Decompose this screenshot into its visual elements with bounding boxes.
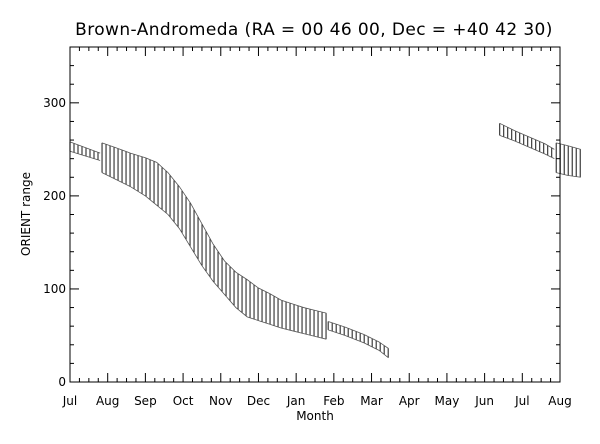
x-tick-label: Apr [399,394,420,408]
band-edge-low [101,172,327,340]
plot-frame [69,46,561,383]
x-axis-label: Month [296,409,334,423]
band-edge-low [499,135,555,160]
y-tick-label: 100 [43,282,66,296]
x-tick-label: Jul [62,394,77,408]
x-tick-label: Jun [474,394,494,408]
x-tick-label: Feb [323,394,344,408]
x-tick-label: Mar [360,394,383,408]
x-tick-label: May [435,394,460,408]
y-axis-tick-labels: 0 100 200 300 [43,96,66,389]
y-tick-label: 0 [58,375,66,389]
x-axis-tick-labels: Jul Aug Sep Oct Nov Dec Jan Feb Mar Apr May Jun Jul A… [62,394,572,408]
x-axis-ticks [69,47,561,382]
band-edge-high [101,142,327,314]
x-tick-label: Oct [173,394,194,408]
y-tick-label: 200 [43,189,66,203]
band-edge-high [499,122,555,150]
y-axis-label: ORIENT range [19,172,33,256]
y-axis-ticks [70,46,560,383]
x-tick-label: Nov [209,394,232,408]
orient-range-band [69,122,581,359]
x-tick-label: Aug [96,394,119,408]
x-tick-label: Sep [134,394,157,408]
x-tick-label: Dec [247,394,270,408]
x-tick-label: Jul [514,394,529,408]
band-edge-high [328,321,389,349]
band-edge-low [328,329,389,359]
x-tick-label: Jan [286,394,306,408]
chart-title: Brown-Andromeda (RA = 00 46 00, Dec = +4… [75,20,553,40]
y-tick-label: 300 [43,96,66,110]
band-edge-high [69,141,101,154]
x-tick-label: Aug [548,394,571,408]
band-edge-low [69,150,101,161]
